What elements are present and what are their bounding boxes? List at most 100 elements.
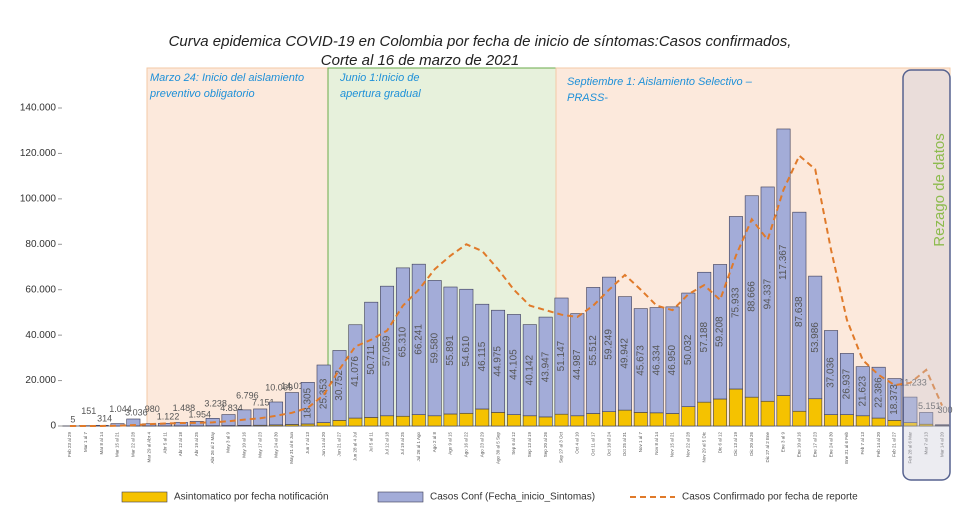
value-label: 151 [81,406,96,416]
value-label: 1.488 [173,403,196,413]
x-tick-label: Mar 29 al Abr 4 [146,432,151,463]
x-tick-label: Ene 10 al 16 [797,432,802,458]
x-tick-label: Feb 28 al 6 Mar [908,431,913,463]
bar-segment [237,409,252,426]
bar-segment [855,366,870,417]
y-tick-label: 80.000 [25,239,56,250]
x-tick-label: Nov 29 al 5 Dic [701,431,706,462]
bar-segment [760,400,775,427]
x-tick-label: Abr 12 al 18 [178,432,183,457]
x-tick-label: Oct 18 al 24 [606,432,611,457]
bar-segment [633,412,648,427]
value-label: 54.610 [461,336,472,367]
value-label: 10.069 [265,382,293,392]
bar-segment [713,398,728,427]
bar-segment [839,353,854,415]
bar-segment [839,414,854,427]
region-lockdown [146,67,329,427]
bar-segment [459,288,474,414]
value-label: 44.105 [509,349,520,380]
bar-segment [506,414,521,427]
legend-label: Asintomatico por fecha notificación [174,492,329,503]
bar-segment [332,420,347,427]
bar-segment [776,128,791,396]
bar-segment [491,412,506,427]
y-tick-label: 120.000 [20,148,57,159]
x-tick-label: May 31 al 6 Jun [289,432,294,464]
x-tick-label: Feb 23 al 29 [67,432,72,458]
x-tick-label: Ago 9 al 15 [448,432,453,455]
x-tick-label: Oct 25 al 31 [622,432,627,457]
bar-segment [776,395,791,427]
x-tick-label: Abr 5 al 11 [162,432,167,454]
x-tick-label: Mar 7 al 13 [923,432,928,455]
bar-segment [459,412,474,427]
annotation: apertura gradual [340,88,421,100]
bar-segment [602,276,617,412]
value-label: 59.208 [715,316,726,347]
value-label: 14.019 [281,381,309,391]
bar-segment [871,417,886,427]
x-tick-label: Jun 21 al 27 [337,432,342,457]
bar-segment [284,392,299,425]
value-label: 51.147 [556,340,567,371]
value-label: 50.711 [366,344,377,374]
value-label: 3.036 [125,407,148,417]
bar-segment [808,275,823,400]
bar-segment [633,308,648,413]
x-tick-label: Mar 14 al 20 [939,432,944,458]
x-tick-label: Jul 12 al 18 [384,432,389,456]
x-tick-label: Ago 30 al 5 Sep [495,432,500,465]
x-tick-label: Ago 16 al 22 [464,432,469,458]
bar-segment [649,307,664,414]
y-tick-label: 100.000 [20,193,57,204]
bar-segment [522,415,537,427]
bar-segment [935,424,950,426]
bar-segment [697,271,712,403]
bar-segment [887,378,902,421]
bar-segment [443,286,458,415]
x-tick-label: Jul 19 al 25 [400,432,405,456]
value-label: 57.059 [382,335,393,366]
bar-segment [570,415,585,427]
value-label: 65.310 [398,326,409,357]
bar-segment [617,296,632,411]
x-tick-label: May 24 al 30 [273,432,278,458]
x-tick-label: May 3 al 9 [226,432,231,453]
bar-segment [506,314,521,415]
value-label: 21.623 [857,375,868,406]
x-tick-label: Ene 3 al 9 [781,432,786,453]
value-label: 3.238 [204,399,227,409]
value-label: 66.241 [413,324,424,355]
bar-segment [522,324,537,417]
x-tick-label: Sep 6 al 12 [511,432,516,455]
x-tick-label: Sep 27 al 3 Oct [559,431,564,463]
value-label: 300 [938,405,953,415]
x-tick-label: Ene 17 al 23 [812,432,817,458]
bar-segment [855,415,870,427]
value-label: 41.076 [350,356,361,387]
x-tick-label: Nov 15 al 21 [670,432,675,458]
x-tick-label: May 17 al 23 [257,432,262,458]
x-tick-label: Dic 13 al 19 [733,432,738,456]
x-tick-label: Mar 22 al 28 [131,432,136,458]
bar-segment [380,285,395,417]
bar-segment [269,401,284,426]
annotation: preventivo obligatorio [149,88,255,100]
x-tick-label: Dic 20 al 26 [749,432,754,456]
annotation: Septiembre 1: Aislamiento Selectivo – [567,76,753,88]
bar-segment [665,306,680,414]
bar-segment [554,297,569,415]
bar-segment [364,301,379,418]
bar-segment [617,409,632,427]
chart-subtitle: Corte al 16 de marzo de 2021 [321,52,519,69]
value-label: 44.987 [572,349,583,380]
bar-segment [919,412,934,425]
bar-segment [300,423,315,427]
bar-segment [824,330,839,415]
bar-segment [411,414,426,427]
x-tick-label: Sep 13 al 19 [527,432,532,458]
value-label: 7.151 [252,397,275,407]
value-label: 18.305 [302,387,313,418]
